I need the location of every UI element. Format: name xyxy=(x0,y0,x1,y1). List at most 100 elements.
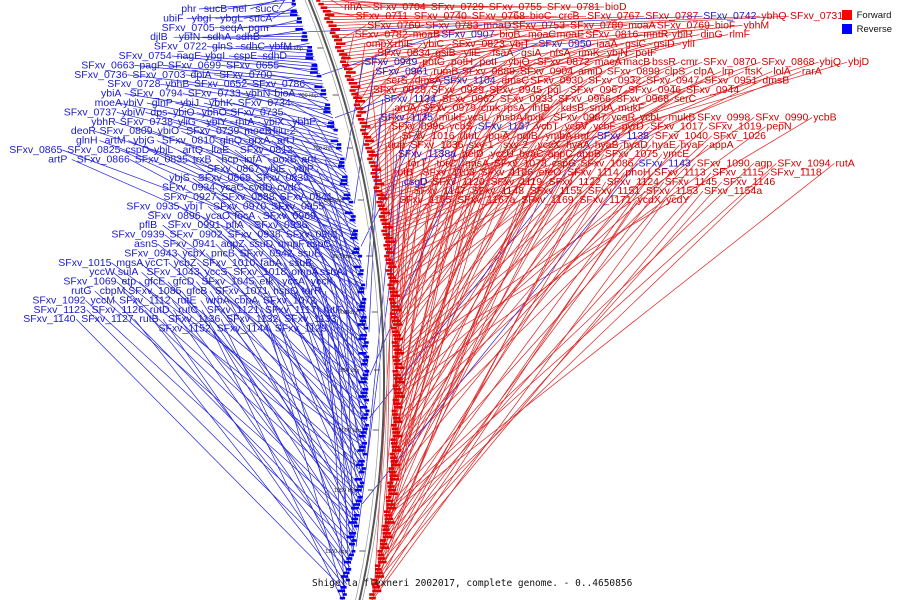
reverse-gene-label[interactable]: csgD xyxy=(404,176,428,188)
reverse-gene-label[interactable]: SFxv_1143 xyxy=(639,157,691,169)
reverse-gene-label[interactable]: aspC xyxy=(307,238,332,250)
forward-gene-label[interactable]: rutB xyxy=(394,167,413,179)
forward-gene-label[interactable]: SFxv_0966 xyxy=(558,93,611,105)
forward-gene-label[interactable]: rhlE xyxy=(395,38,414,50)
forward-gene-label[interactable]: ybhM xyxy=(744,19,770,31)
reverse-gene-label[interactable]: sdhB xyxy=(236,31,260,43)
forward-gene-label[interactable]: SFxv_0704 xyxy=(373,1,426,13)
forward-gene-label[interactable]: SFxv_0755 xyxy=(489,1,542,13)
reverse-gene-label[interactable]: ompF xyxy=(278,238,305,250)
forward-gene-label[interactable]: ycdY xyxy=(666,194,689,206)
reverse-gene-label[interactable]: infA xyxy=(244,153,262,165)
forward-gene-label[interactable]: appB xyxy=(576,148,601,160)
forward-gene-label[interactable]: SFxv_1119 xyxy=(491,176,543,188)
forward-gene-label[interactable]: SFxv_0929 xyxy=(431,84,484,96)
reverse-gene-label[interactable]: SFxv_1112 xyxy=(119,294,171,306)
forward-gene-label[interactable]: yccU xyxy=(491,148,514,160)
reverse-gene-label[interactable]: nei xyxy=(233,3,247,15)
reverse-gene-label[interactable]: hspQ xyxy=(273,285,298,297)
forward-gene-label[interactable]: ybiT xyxy=(510,38,530,50)
reverse-gene-label[interactable]: pgm xyxy=(248,22,269,34)
forward-gene-label[interactable]: nfsA xyxy=(550,47,571,59)
forward-gene-label[interactable]: ybjD xyxy=(848,56,869,68)
reverse-gene-label[interactable]: yccW xyxy=(89,266,115,278)
forward-gene-label[interactable]: clpA xyxy=(693,65,713,77)
reverse-gene-label[interactable]: SFxv_1138a xyxy=(398,148,456,160)
forward-gene-label[interactable]: phoH xyxy=(625,167,650,179)
reverse-gene-label[interactable]: ybjE xyxy=(265,163,285,175)
forward-gene-label[interactable]: yliE xyxy=(464,47,481,59)
reverse-gene-label[interactable]: etp xyxy=(122,276,137,288)
forward-gene-label[interactable]: SFxv_0783 xyxy=(425,19,478,31)
reverse-gene-label[interactable]: djlB xyxy=(150,31,168,43)
forward-gene-label[interactable]: moaE xyxy=(557,29,584,41)
reverse-gene-label[interactable]: ybhP xyxy=(292,116,316,128)
reverse-gene-label[interactable]: pagP xyxy=(139,59,164,71)
reverse-gene-label[interactable]: SFxv_1045 xyxy=(201,276,254,288)
forward-gene-label[interactable]: SFxv_0951 xyxy=(704,75,757,87)
forward-gene-label[interactable]: ybhQ xyxy=(761,10,786,22)
forward-gene-label[interactable]: SFxv_0987 xyxy=(553,111,606,123)
reverse-gene-label[interactable]: SFxv_0867 xyxy=(207,163,260,175)
forward-gene-label[interactable]: lrp xyxy=(722,65,734,77)
forward-gene-label[interactable]: sxy-2 xyxy=(503,139,528,151)
reverse-gene-label[interactable]: SFxv_1140 xyxy=(23,313,75,325)
reverse-gene-label[interactable]: bioA xyxy=(274,88,295,100)
forward-gene-label[interactable]: potG xyxy=(422,56,445,68)
forward-gene-label[interactable]: potI xyxy=(480,56,498,68)
forward-gene-label[interactable]: SFxv_1155 xyxy=(530,185,582,197)
forward-gene-label[interactable]: SFxv_1075 xyxy=(605,148,658,160)
reverse-gene-label[interactable]: mgsA xyxy=(116,257,143,269)
forward-gene-label[interactable]: SFxv_0962 xyxy=(442,93,495,105)
reverse-gene-label[interactable]: SFxv_0703 xyxy=(132,69,185,81)
reverse-gene-label[interactable]: ltaE xyxy=(211,144,229,156)
reverse-gene-label[interactable]: SFxv_1133 xyxy=(284,313,336,325)
forward-gene-label[interactable]: gsiD xyxy=(654,38,675,50)
reverse-gene-label[interactable]: ybjP xyxy=(294,163,314,175)
forward-gene-label[interactable]: SFxv_0769 xyxy=(657,19,710,31)
forward-gene-label[interactable]: ycbT xyxy=(536,121,559,133)
reverse-gene-label[interactable]: cvdC xyxy=(277,182,301,194)
reverse-gene-label[interactable]: poxB xyxy=(273,153,297,165)
forward-gene-label[interactable]: cmk xyxy=(481,102,501,114)
forward-gene-label[interactable]: ycbV xyxy=(565,121,588,133)
forward-gene-label[interactable]: SFxv_0928 xyxy=(373,84,426,96)
reverse-gene-label[interactable]: SFxv_0969 xyxy=(263,210,316,222)
forward-gene-label[interactable]: SFxv_0990 xyxy=(755,111,808,123)
forward-gene-label[interactable]: SFxv_1124 xyxy=(607,176,659,188)
forward-gene-label[interactable]: SFxv_0816 xyxy=(585,29,638,41)
reverse-gene-label[interactable]: SFxv_1123 xyxy=(34,304,86,316)
reverse-gene-label[interactable]: glnQ xyxy=(220,135,242,147)
forward-gene-label[interactable]: SFxv_0767 xyxy=(587,10,640,22)
forward-gene-label[interactable]: SFxv_0930 xyxy=(530,75,583,87)
reverse-gene-label[interactable]: cbpM xyxy=(100,285,126,297)
reverse-gene-label[interactable]: ssuE xyxy=(298,247,321,259)
reverse-gene-label[interactable]: SFxv_0655 xyxy=(226,59,279,71)
reverse-gene-label[interactable]: SFxv_0738 xyxy=(120,116,173,128)
forward-gene-label[interactable]: SFxv_1086 xyxy=(580,157,633,169)
forward-gene-label[interactable]: sxy-1 xyxy=(469,139,494,151)
forward-gene-label[interactable]: SFxv_1147 xyxy=(414,185,466,197)
reverse-gene-label[interactable]: SFxv_0739 xyxy=(186,125,239,137)
forward-gene-label[interactable]: SFxv_0933 xyxy=(500,93,553,105)
forward-gene-label[interactable]: SFxv_0946 xyxy=(628,84,681,96)
reverse-gene-label[interactable]: SFxv_1121 xyxy=(207,304,259,316)
reverse-gene-label[interactable]: SFxv_0934 xyxy=(162,182,215,194)
reverse-gene-label[interactable]: torR xyxy=(302,285,322,297)
reverse-gene-label[interactable]: aqpZ xyxy=(221,238,246,250)
forward-gene-label[interactable]: amiD xyxy=(578,65,603,77)
forward-gene-label[interactable]: rihA xyxy=(344,1,363,13)
reverse-gene-label[interactable]: ybhR xyxy=(91,116,116,128)
forward-gene-label[interactable]: hyaC xyxy=(519,148,544,160)
reverse-gene-label[interactable]: ybjG xyxy=(133,135,155,147)
reverse-gene-label[interactable]: ybgL xyxy=(220,12,243,24)
reverse-gene-label[interactable]: gfcB xyxy=(186,285,207,297)
forward-gene-label[interactable]: SFxv_0781 xyxy=(547,1,600,13)
reverse-gene-label[interactable]: SFxv_0705 xyxy=(162,22,215,34)
forward-gene-label[interactable]: ybjN xyxy=(607,47,628,59)
reverse-gene-label[interactable]: hcp xyxy=(222,153,239,165)
reverse-gene-label[interactable]: SFxv_0955 xyxy=(271,200,324,212)
forward-gene-label[interactable]: yliI xyxy=(682,38,695,50)
forward-gene-label[interactable]: dinG xyxy=(701,29,723,41)
reverse-gene-label[interactable]: ybiA xyxy=(101,88,121,100)
